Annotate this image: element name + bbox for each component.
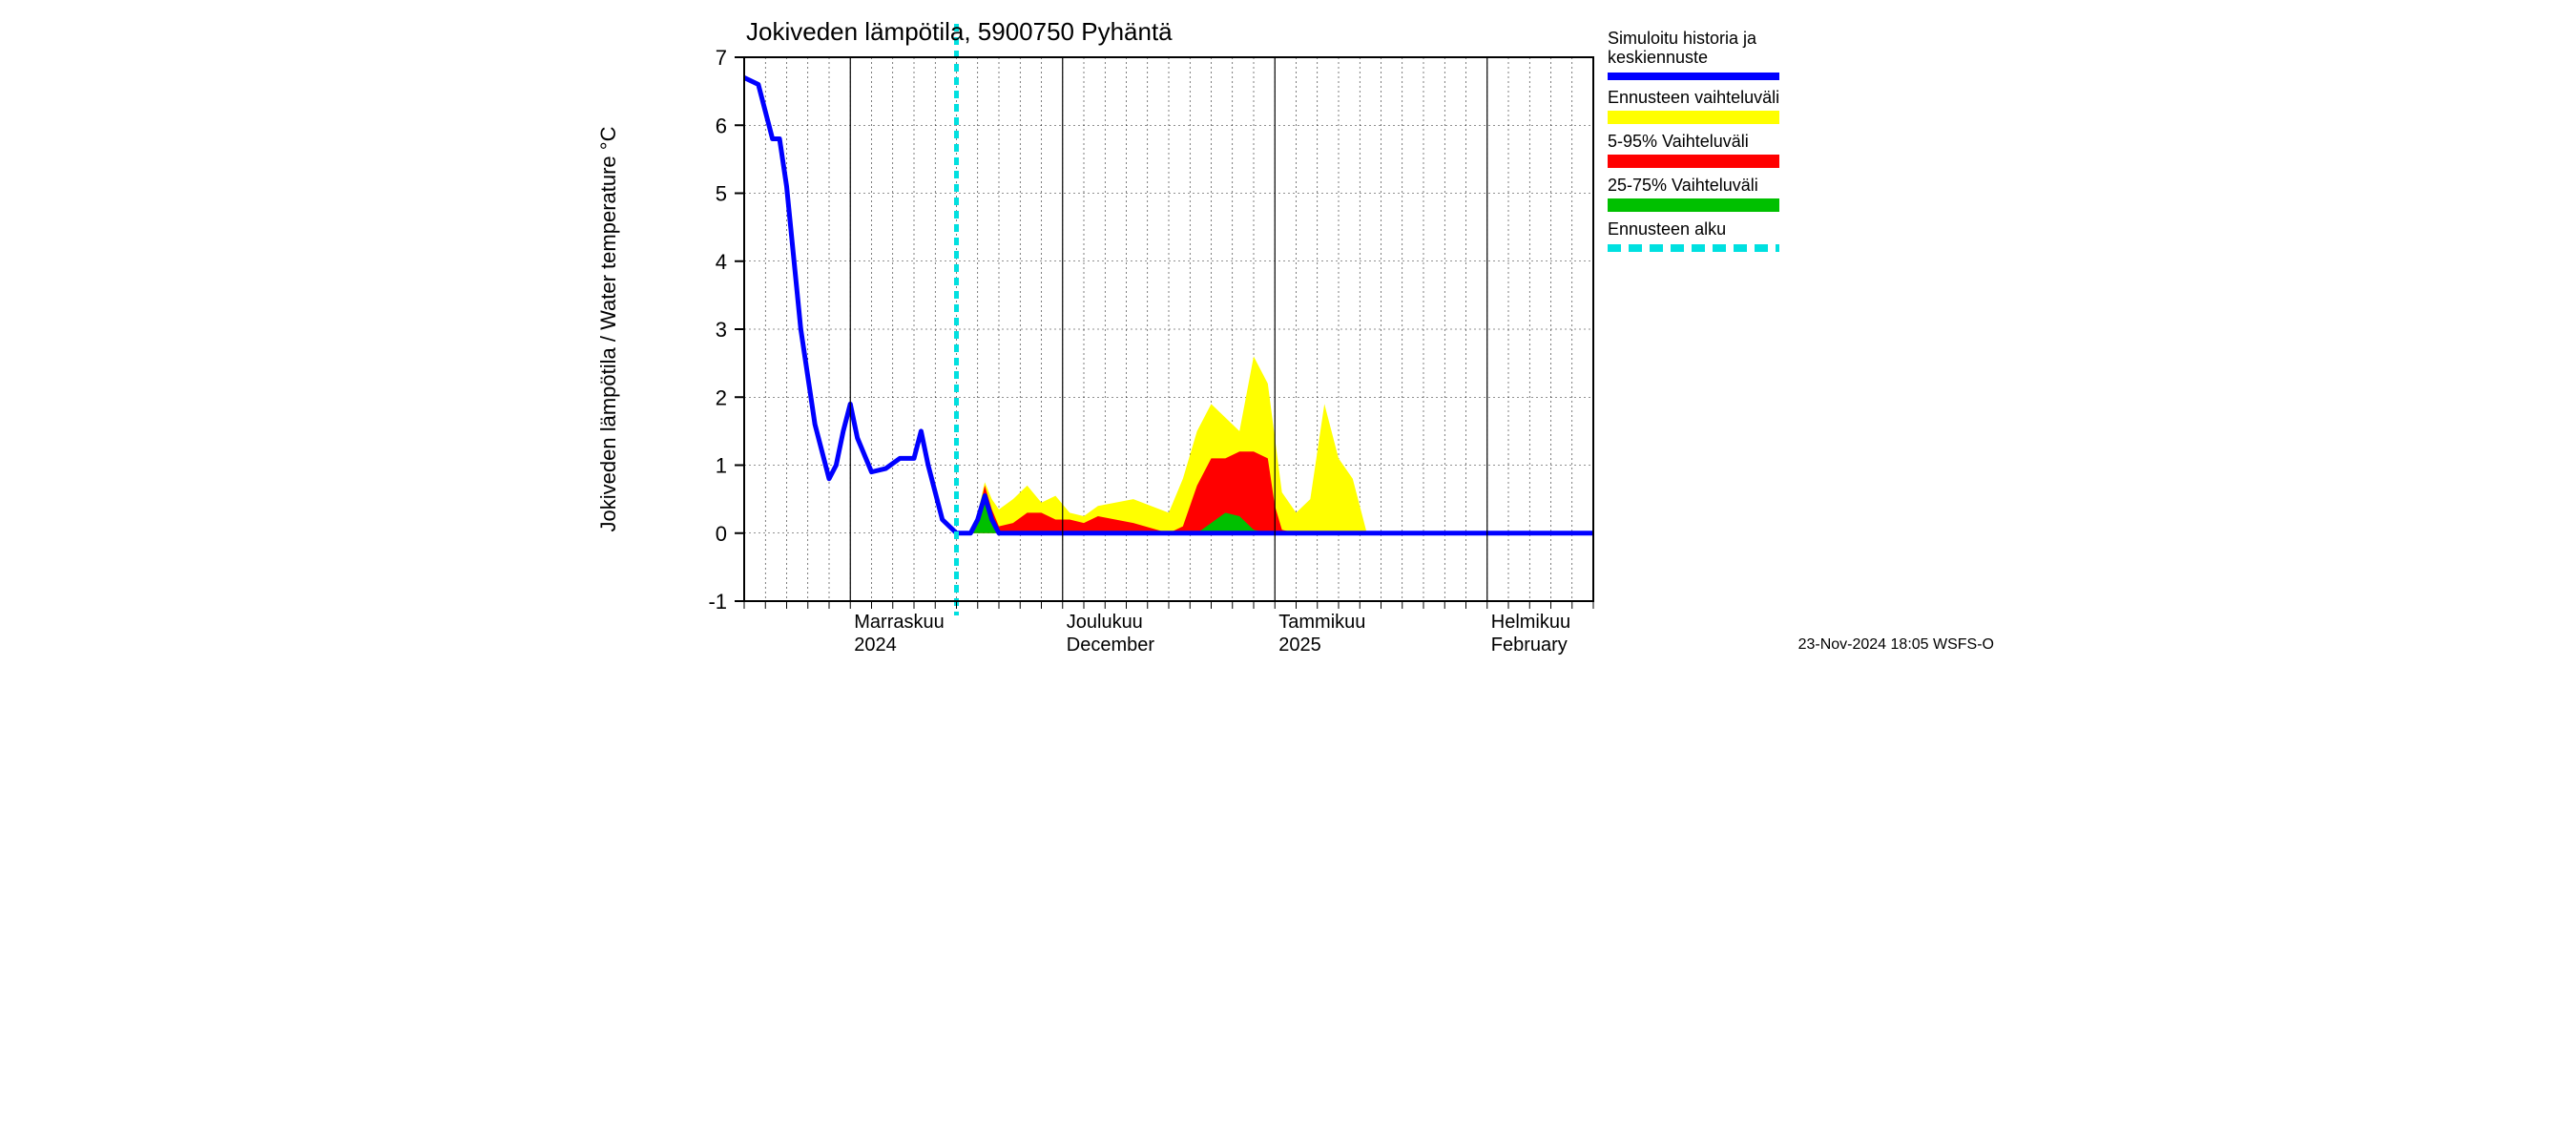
x-month-sublabel: 2025 [1278,635,1321,656]
y-tick-label: 7 [716,46,727,70]
y-tick-label: -1 [708,590,727,614]
legend-label: Ennusteen alku [1608,219,1726,239]
x-month-sublabel: February [1491,635,1568,656]
legend-label: Ennusteen vaihteluväli [1608,88,1779,107]
y-tick-label: 2 [716,385,727,409]
chart-svg: -1 0 1 2 3 4 5 6 7 Marraskuu2024 JoulukuuDecember T… [572,0,2004,668]
y-axis-label: Jokiveden lämpötila / Water temperature … [596,126,620,531]
x-month-sublabel: 2024 [854,635,897,656]
y-tick-label: 0 [716,522,727,546]
legend-swatch [1608,155,1779,168]
legend-label: 25-75% Vaihteluväli [1608,176,1758,195]
legend-label: 5-95% Vaihteluväli [1608,132,1749,151]
legend-swatch [1608,111,1779,124]
x-month-label: Marraskuu [854,612,944,633]
y-tick-label: 3 [716,318,727,342]
chart-timestamp: 23-Nov-2024 18:05 WSFS-O [1798,636,1994,653]
x-month-label: Joulukuu [1067,612,1143,633]
y-tick-label: 1 [716,454,727,478]
x-month-label: Tammikuu [1278,612,1365,633]
legend-label: keskiennuste [1608,48,1708,67]
chart-title: Jokiveden lämpötila, 5900750 Pyhäntä [746,17,1173,46]
legend-swatch [1608,198,1779,212]
x-month-sublabel: December [1067,635,1155,656]
legend-label: Simuloitu historia ja [1608,29,1757,48]
y-tick-label: 4 [716,250,727,274]
x-month-label: Helmikuu [1491,612,1570,633]
y-tick-label: 6 [716,114,727,137]
y-tick-label: 5 [716,182,727,206]
water-temp-forecast-chart: -1 0 1 2 3 4 5 6 7 Marraskuu2024 JoulukuuDecember T… [572,0,2004,668]
